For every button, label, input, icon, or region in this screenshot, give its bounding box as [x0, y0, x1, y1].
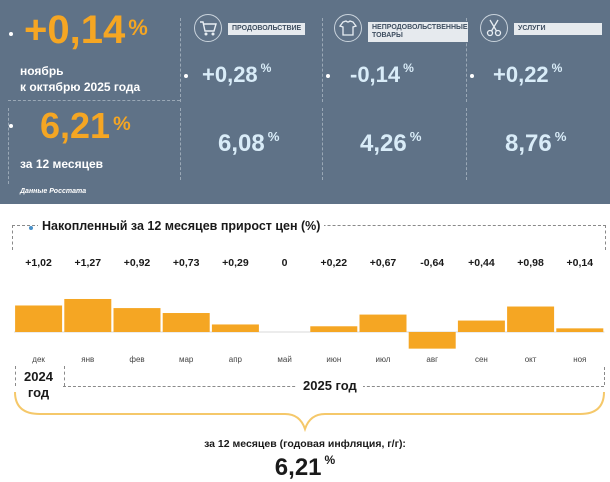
monthly-caption-1: ноябрь: [20, 64, 64, 78]
bullet-dot: [470, 74, 474, 78]
divider: [322, 108, 323, 180]
month-label: авг: [426, 355, 438, 364]
divider: [8, 100, 180, 101]
food-monthly: +0,28%: [202, 60, 272, 87]
year-2024-box: [15, 366, 65, 386]
bullet-dot: [9, 124, 13, 128]
data-label: 0: [281, 257, 288, 269]
shirt-icon: [334, 14, 362, 42]
bars-canvas: [14, 298, 605, 349]
year-2025-label: 2025 год: [297, 378, 363, 393]
annual-headline: 6,21%: [40, 104, 131, 148]
month-label: июн: [326, 355, 342, 364]
summary-value: 6,21%: [274, 452, 336, 481]
nonfood-monthly: -0,14%: [350, 60, 414, 87]
scissors-icon: [480, 14, 508, 42]
month-label: май: [277, 355, 292, 364]
divider: [322, 18, 323, 102]
monthly-caption-2: к октябрю 2025 года: [20, 80, 141, 94]
divider: [180, 108, 181, 180]
shopping-cart-icon: [194, 14, 222, 42]
summary-label: за 12 месяцев (годовая инфляция, г/г):: [204, 438, 406, 450]
data-label: +1,27: [74, 257, 102, 269]
title-bullet: [29, 226, 33, 230]
month-label: июл: [375, 355, 391, 364]
month-label: окт: [524, 355, 537, 364]
bullet-dot: [184, 74, 188, 78]
summary-panel: +0,14% ноябрь к октябрю 2025 года 6,21% …: [0, 0, 610, 204]
bar-июл: [359, 314, 407, 332]
month-label: дек: [32, 355, 45, 364]
month-label: янв: [81, 355, 95, 364]
monthly-unit: %: [128, 14, 148, 40]
data-label: +0,98: [517, 257, 544, 269]
bar-июн: [310, 326, 358, 332]
year-2024-label: 2024 год: [24, 369, 53, 400]
monthly-inflation-chart: Накопленный за 12 месяцев прирост цен (%…: [0, 204, 610, 481]
bar-авг: [408, 332, 456, 349]
chart-title: Накопленный за 12 месяцев прирост цен (%…: [38, 219, 325, 233]
data-label: +0,14: [566, 257, 594, 269]
data-label: +0,92: [123, 257, 151, 269]
nonfood-annual: 4,26%: [360, 128, 422, 157]
bullet-dot: [9, 32, 13, 36]
food-annual: 6,08%: [218, 128, 280, 157]
services-annual: 8,76%: [505, 128, 567, 157]
data-label: +0,29: [222, 257, 249, 269]
month-label: мар: [178, 355, 194, 364]
annual-value: 6,21: [40, 105, 111, 146]
category-label-services: УСЛУГИ: [514, 23, 602, 35]
month-label: апр: [228, 355, 242, 364]
bar-мар: [162, 313, 210, 332]
bar-сен: [457, 320, 505, 332]
bar-дек: [15, 305, 63, 332]
bar-фев: [113, 308, 161, 332]
data-label: +0,67: [369, 257, 397, 269]
bar-ноя: [556, 328, 604, 332]
annual-caption: за 12 месяцев: [20, 157, 103, 171]
monthly-headline: +0,14%: [24, 6, 148, 54]
divider: [466, 108, 467, 180]
data-label: +1,02: [25, 257, 52, 269]
data-label: +0,73: [172, 257, 200, 269]
summary-brace: [14, 391, 605, 433]
divider: [466, 18, 467, 102]
monthly-value: +0,14: [24, 8, 126, 52]
year-2025-bracket: [63, 367, 605, 385]
bar-окт: [507, 306, 555, 332]
annual-unit: %: [113, 113, 131, 136]
source-note: Данные Росстата: [20, 188, 87, 195]
month-label: фев: [129, 355, 145, 364]
divider: [180, 18, 181, 102]
month-label: ноя: [573, 355, 587, 364]
bar-янв: [64, 298, 112, 332]
data-label: -0,64: [420, 257, 445, 269]
divider: [8, 108, 9, 184]
data-label: +0,22: [320, 257, 348, 269]
data-label: +0,44: [468, 257, 495, 269]
category-label-food: ПРОДОВОЛЬСТВИЕ: [228, 23, 306, 35]
services-monthly: +0,22%: [493, 60, 563, 87]
month-label: сен: [474, 355, 488, 364]
bullet-dot: [326, 74, 330, 78]
category-label-nonfood: НЕПРОДОВОЛЬСТВЕННЫЕ ТОВАРЫ: [368, 22, 468, 42]
bar-апр: [211, 324, 259, 332]
